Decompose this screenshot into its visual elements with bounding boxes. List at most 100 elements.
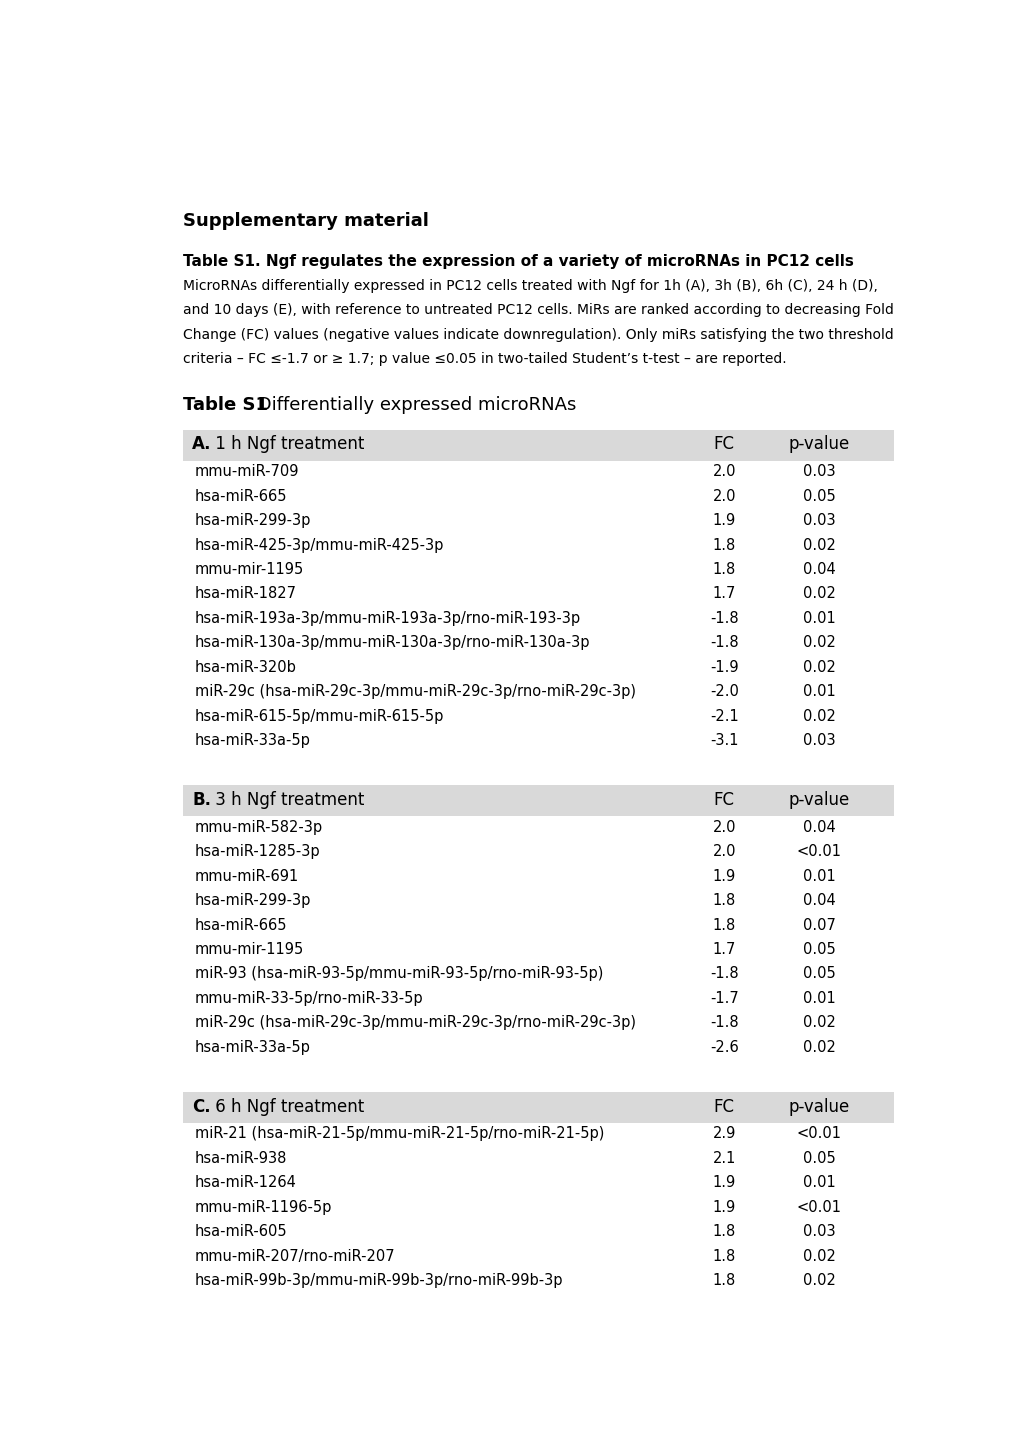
Text: 2.9: 2.9 [712, 1127, 736, 1141]
Text: hsa-miR-299-3p: hsa-miR-299-3p [195, 893, 311, 908]
Text: 0.02: 0.02 [802, 1040, 835, 1055]
Text: 1.8: 1.8 [712, 918, 736, 932]
Text: 0.01: 0.01 [802, 991, 835, 1006]
Text: 0.04: 0.04 [802, 893, 835, 908]
Text: 2.0: 2.0 [712, 844, 736, 859]
Text: 1.7: 1.7 [712, 586, 736, 602]
Text: Supplementary material: Supplementary material [182, 212, 428, 229]
Text: 1.8: 1.8 [712, 1273, 736, 1289]
Text: hsa-miR-938: hsa-miR-938 [195, 1152, 286, 1166]
Text: miR-93 (hsa-miR-93-5p/mmu-miR-93-5p/rno-miR-93-5p): miR-93 (hsa-miR-93-5p/mmu-miR-93-5p/rno-… [195, 967, 602, 981]
Text: 1.9: 1.9 [712, 869, 736, 883]
Text: 1.9: 1.9 [712, 514, 736, 528]
Text: -1.8: -1.8 [709, 610, 738, 626]
Text: -1.9: -1.9 [709, 659, 738, 675]
Text: -1.8: -1.8 [709, 967, 738, 981]
Text: 0.02: 0.02 [802, 659, 835, 675]
Text: 0.05: 0.05 [802, 1152, 835, 1166]
Text: 1.7: 1.7 [712, 942, 736, 957]
Text: 0.02: 0.02 [802, 1248, 835, 1264]
Text: hsa-miR-665: hsa-miR-665 [195, 918, 287, 932]
Text: 6 h Ngf treatment: 6 h Ngf treatment [210, 1098, 364, 1115]
Text: 0.04: 0.04 [802, 820, 835, 835]
Text: -1.8: -1.8 [709, 1016, 738, 1030]
Text: 1.8: 1.8 [712, 1248, 736, 1264]
Text: <0.01: <0.01 [796, 844, 841, 859]
Text: 0.02: 0.02 [802, 1273, 835, 1289]
Text: hsa-miR-130a-3p/mmu-miR-130a-3p/rno-miR-130a-3p: hsa-miR-130a-3p/mmu-miR-130a-3p/rno-miR-… [195, 635, 590, 651]
Text: 0.03: 0.03 [802, 1224, 835, 1240]
Text: 0.02: 0.02 [802, 1016, 835, 1030]
Text: Table S1. Ngf regulates the expression of a variety of microRNAs in PC12 cells: Table S1. Ngf regulates the expression o… [182, 254, 853, 270]
Text: 1.9: 1.9 [712, 1199, 736, 1215]
Text: hsa-miR-615-5p/mmu-miR-615-5p: hsa-miR-615-5p/mmu-miR-615-5p [195, 709, 443, 724]
Text: Table S1: Table S1 [182, 397, 268, 414]
Text: 0.01: 0.01 [802, 869, 835, 883]
Text: 0.05: 0.05 [802, 942, 835, 957]
Text: -2.6: -2.6 [709, 1040, 738, 1055]
Text: 1.8: 1.8 [712, 1224, 736, 1240]
Text: hsa-miR-320b: hsa-miR-320b [195, 659, 297, 675]
Text: 3 h Ngf treatment: 3 h Ngf treatment [210, 791, 364, 810]
Text: p-value: p-value [788, 791, 849, 810]
Text: <0.01: <0.01 [796, 1127, 841, 1141]
Text: -2.0: -2.0 [709, 684, 738, 700]
Text: 1 h Ngf treatment: 1 h Ngf treatment [210, 436, 364, 453]
Text: 2.0: 2.0 [712, 489, 736, 504]
Text: miR-29c (hsa-miR-29c-3p/mmu-miR-29c-3p/rno-miR-29c-3p): miR-29c (hsa-miR-29c-3p/mmu-miR-29c-3p/r… [195, 684, 635, 700]
Text: C.: C. [193, 1098, 211, 1115]
Text: hsa-miR-33a-5p: hsa-miR-33a-5p [195, 733, 310, 747]
Text: <0.01: <0.01 [796, 1199, 841, 1215]
Text: -1.7: -1.7 [709, 991, 738, 1006]
Text: 1.8: 1.8 [712, 893, 736, 908]
Text: mmu-miR-691: mmu-miR-691 [195, 869, 299, 883]
Text: 0.01: 0.01 [802, 610, 835, 626]
Text: 2.0: 2.0 [712, 465, 736, 479]
Text: B.: B. [193, 791, 211, 810]
Text: and 10 days (E), with reference to untreated PC12 cells. MiRs are ranked accordi: and 10 days (E), with reference to untre… [182, 303, 893, 317]
Text: 0.02: 0.02 [802, 586, 835, 602]
Text: 0.02: 0.02 [802, 635, 835, 651]
Text: MicroRNAs differentially expressed in PC12 cells treated with Ngf for 1h (A), 3h: MicroRNAs differentially expressed in PC… [182, 278, 877, 293]
Text: hsa-miR-299-3p: hsa-miR-299-3p [195, 514, 311, 528]
Text: A.: A. [193, 436, 212, 453]
Text: -2.1: -2.1 [709, 709, 738, 724]
Text: criteria – FC ≤-1.7 or ≥ 1.7; p value ≤0.05 in two-tailed Student’s t-test – are: criteria – FC ≤-1.7 or ≥ 1.7; p value ≤0… [182, 352, 786, 367]
Text: mmu-miR-709: mmu-miR-709 [195, 465, 299, 479]
Text: 1.8: 1.8 [712, 563, 736, 577]
Text: hsa-miR-1285-3p: hsa-miR-1285-3p [195, 844, 320, 859]
Text: FC: FC [713, 436, 734, 453]
Text: hsa-miR-1827: hsa-miR-1827 [195, 586, 297, 602]
FancyBboxPatch shape [182, 785, 894, 817]
Text: hsa-miR-193a-3p/mmu-miR-193a-3p/rno-miR-193-3p: hsa-miR-193a-3p/mmu-miR-193a-3p/rno-miR-… [195, 610, 580, 626]
Text: hsa-miR-33a-5p: hsa-miR-33a-5p [195, 1040, 310, 1055]
Text: hsa-miR-425-3p/mmu-miR-425-3p: hsa-miR-425-3p/mmu-miR-425-3p [195, 538, 443, 553]
Text: hsa-miR-1264: hsa-miR-1264 [195, 1176, 297, 1190]
Text: mmu-miR-582-3p: mmu-miR-582-3p [195, 820, 322, 835]
FancyBboxPatch shape [182, 430, 894, 460]
Text: mmu-mir-1195: mmu-mir-1195 [195, 563, 304, 577]
Text: miR-29c (hsa-miR-29c-3p/mmu-miR-29c-3p/rno-miR-29c-3p): miR-29c (hsa-miR-29c-3p/mmu-miR-29c-3p/r… [195, 1016, 635, 1030]
Text: -1.8: -1.8 [709, 635, 738, 651]
Text: 2.0: 2.0 [712, 820, 736, 835]
Text: 0.03: 0.03 [802, 465, 835, 479]
FancyBboxPatch shape [182, 1092, 894, 1123]
Text: 0.04: 0.04 [802, 563, 835, 577]
Text: mmu-miR-33-5p/rno-miR-33-5p: mmu-miR-33-5p/rno-miR-33-5p [195, 991, 423, 1006]
Text: Change (FC) values (negative values indicate downregulation). Only miRs satisfyi: Change (FC) values (negative values indi… [182, 328, 893, 342]
Text: 1.8: 1.8 [712, 538, 736, 553]
Text: 0.01: 0.01 [802, 684, 835, 700]
Text: 0.02: 0.02 [802, 709, 835, 724]
Text: 0.03: 0.03 [802, 733, 835, 747]
Text: Differentially expressed microRNAs: Differentially expressed microRNAs [252, 397, 576, 414]
Text: 0.03: 0.03 [802, 514, 835, 528]
Text: mmu-miR-207/rno-miR-207: mmu-miR-207/rno-miR-207 [195, 1248, 395, 1264]
Text: 0.05: 0.05 [802, 967, 835, 981]
Text: 0.02: 0.02 [802, 538, 835, 553]
Text: mmu-mir-1195: mmu-mir-1195 [195, 942, 304, 957]
Text: FC: FC [713, 791, 734, 810]
Text: FC: FC [713, 1098, 734, 1115]
Text: p-value: p-value [788, 1098, 849, 1115]
Text: miR-21 (hsa-miR-21-5p/mmu-miR-21-5p/rno-miR-21-5p): miR-21 (hsa-miR-21-5p/mmu-miR-21-5p/rno-… [195, 1127, 603, 1141]
Text: 0.07: 0.07 [802, 918, 835, 932]
